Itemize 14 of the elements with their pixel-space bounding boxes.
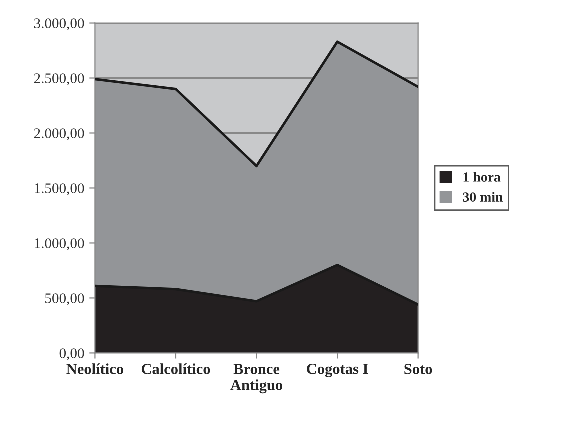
- x-tick-label: Neolítico: [66, 364, 124, 374]
- legend-label: 1 hora: [464, 172, 501, 182]
- y-tick-label: 2.000,00: [34, 128, 84, 141]
- x-tick-label: Soto: [404, 364, 432, 374]
- x-tick-label: Calcolítico: [142, 364, 210, 374]
- legend-label: 30 min: [463, 192, 504, 202]
- y-tick-label: 1.000,00: [35, 238, 84, 251]
- x-tick-label: Cogotas I: [307, 364, 368, 378]
- y-tick-label: 1.500,00: [35, 184, 84, 196]
- y-tick-label: 500,00: [46, 294, 84, 306]
- y-tick-label: 0,00: [60, 348, 84, 361]
- y-tick-label: 3.000,00: [34, 18, 84, 31]
- x-tick-label: Bronce Antiguo: [230, 364, 282, 394]
- y-tick-label: 2.500,00: [34, 74, 84, 86]
